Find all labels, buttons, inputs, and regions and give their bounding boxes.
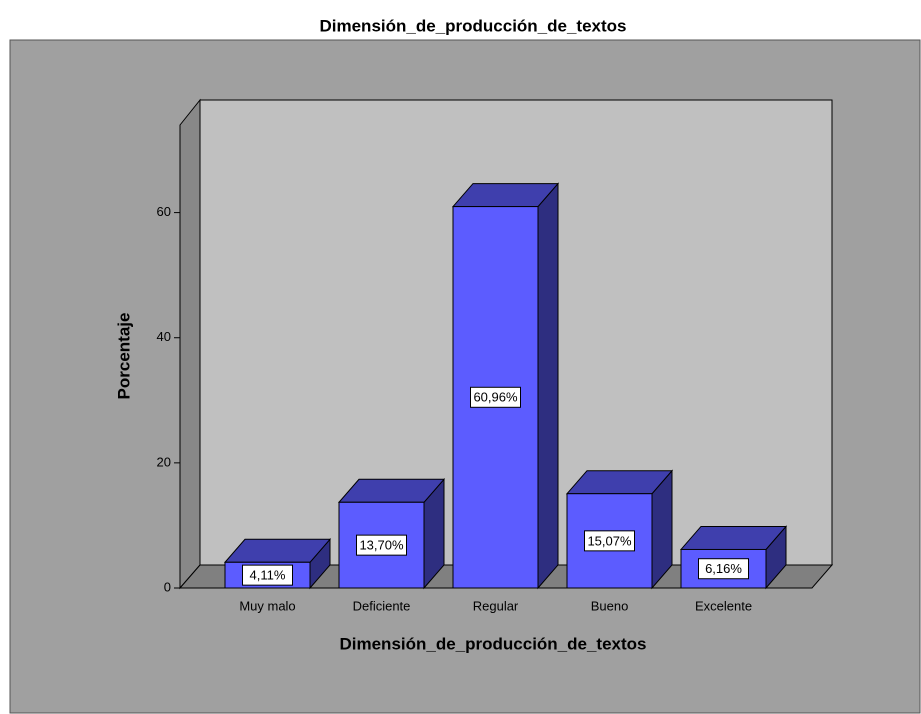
x-tick-label: Regular [473,598,519,613]
value-label-box [470,386,521,408]
value-label-box [242,564,293,586]
y-tick-label: 0 [164,579,171,594]
x-tick-label: Deficiente [353,598,411,613]
chart-title: Dimensión_de_producción_de_textos [319,16,626,35]
value-label-box [584,530,635,552]
y-tick-label: 40 [157,329,171,344]
value-label: 13,70% [359,538,404,553]
value-label-box [698,558,749,580]
x-tick-label: Muy malo [239,598,295,613]
value-label-box [356,534,407,556]
bar-side [537,182,559,590]
y-tick-label: 20 [157,454,171,469]
left-wall [179,98,201,590]
value-label: 60,96% [473,390,518,405]
value-label: 4,11% [250,568,286,583]
x-tick-label: Excelente [695,598,752,613]
value-label: 6,16% [705,561,742,576]
x-tick-label: Bueno [591,598,629,613]
y-tick-label: 60 [157,204,171,219]
value-label: 15,07% [587,533,632,548]
y-axis-title: Porcentaje [114,313,133,400]
x-axis-title: Dimensión_de_producción_de_textos [339,634,646,653]
